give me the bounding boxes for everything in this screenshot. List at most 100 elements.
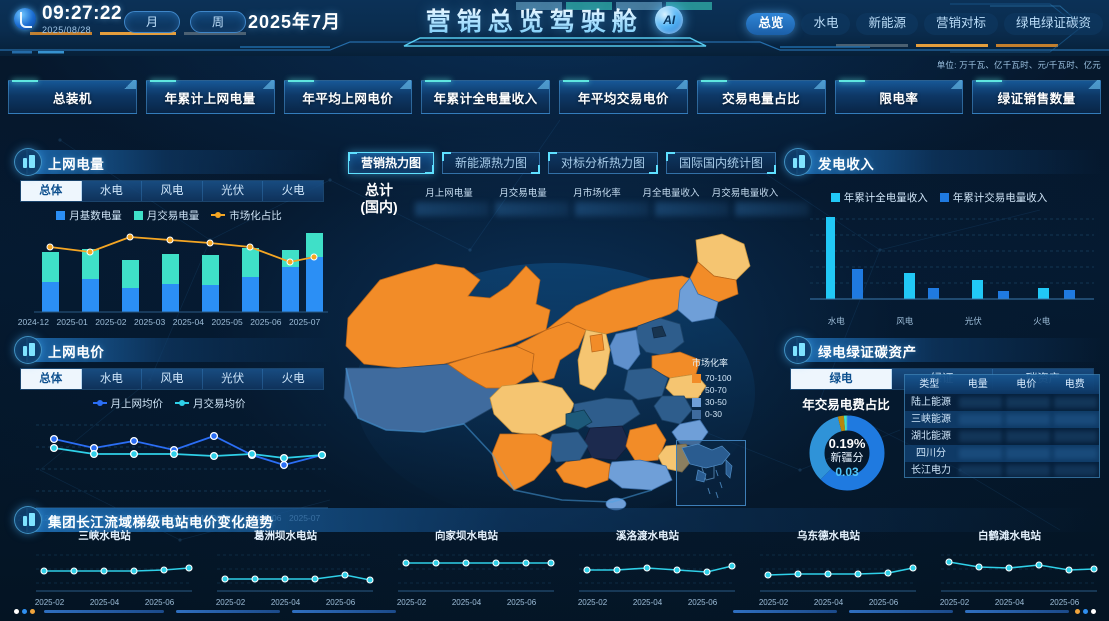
period-button-month[interactable]: 月 <box>124 11 180 33</box>
tab-price-thermal[interactable]: 火电 <box>263 369 323 389</box>
legend-label: 市场化占比 <box>229 210 282 222</box>
tab-volume-solar[interactable]: 光伏 <box>202 181 264 201</box>
nav-item-new-energy[interactable]: 新能源 <box>856 13 918 35</box>
legend-label: 0-30 <box>705 409 723 419</box>
nav-item-green-cert[interactable]: 绿电绿证碳资 <box>1003 13 1103 35</box>
map-tab-intl-domestic-stats[interactable]: 国际国内统计图 <box>666 152 777 174</box>
tab-price-overall[interactable]: 总体 <box>21 369 82 389</box>
row-label: 三峡能源 <box>911 414 951 425</box>
pager-track[interactable] <box>44 609 164 613</box>
bar-thermal-trade <box>1064 290 1075 299</box>
pager-track[interactable] <box>965 609 1069 613</box>
legend-entry-base-power: 月基数电量 <box>56 208 122 223</box>
power-volume-legend: 月基数电量 月交易电量 市场化占比 <box>6 208 332 223</box>
market-share-line <box>49 236 315 263</box>
pager-dot[interactable] <box>1083 608 1088 614</box>
axis-tick: 2024-12 <box>17 317 49 327</box>
china-choropleth-map[interactable] <box>340 218 780 518</box>
tab-volume-wind[interactable]: 风电 <box>142 181 203 201</box>
station-carousel-pager[interactable] <box>14 607 1099 615</box>
station-chart-baihetan <box>941 554 1098 592</box>
cell-blurred <box>1053 414 1097 425</box>
nav-item-overview[interactable]: 总览 <box>746 13 796 35</box>
ai-badge[interactable]: AI <box>655 6 684 34</box>
clock-date: 2025/08/28 <box>42 25 92 35</box>
panel-green-cert-carbon: 绿电绿证碳资产 绿电 绿证 碳资产 年交易电费占比 0.19% 新疆分 0.03 <box>776 336 1102 513</box>
grid-price-points <box>49 431 327 470</box>
tab-price-wind[interactable]: 风电 <box>142 369 203 389</box>
pager-dot[interactable] <box>1091 608 1096 614</box>
station-name: 向家坝水电站 <box>435 530 498 542</box>
donut-chart-title: 年交易电费占比 <box>802 398 890 412</box>
tab-price-hydro[interactable]: 水电 <box>81 369 143 389</box>
station-chart-gezhouba <box>217 554 374 592</box>
tab-price-solar[interactable]: 光伏 <box>202 369 264 389</box>
bar-wind-trade <box>928 288 939 299</box>
station-x-axis: 2025-02 2025-04 2025-06 <box>557 598 738 607</box>
trade-price-points <box>49 443 327 463</box>
station-card-sanxia: 三峡水电站 2025-02 2025-04 2025-06 <box>14 528 195 608</box>
map-tab-benchmark-heatmap[interactable]: 对标分析热力图 <box>548 152 659 174</box>
table-row[interactable]: 三峡能源 <box>905 411 1099 428</box>
south-china-sea-inset-map <box>676 440 746 506</box>
map-tab-group: 营销热力图 新能源热力图 对标分析热力图 国际国内统计图 <box>348 152 777 174</box>
kpi-label: 年平均交易电价 <box>577 91 669 106</box>
map-tab-new-energy-heatmap[interactable]: 新能源热力图 <box>442 152 541 174</box>
legend-entry-trade-power: 月交易电量 <box>133 208 199 223</box>
pager-dot[interactable] <box>1075 608 1080 614</box>
kpi-card-ytd-grid-power[interactable]: 年累计上网电量 <box>145 80 275 114</box>
kpi-card-trade-power-share[interactable]: 交易电量占比 <box>696 80 826 114</box>
cell-blurred <box>1006 465 1050 476</box>
station-name: 乌东德水电站 <box>797 530 860 542</box>
green-power-table[interactable]: 类型 电量 电价 电费 陆上能源 三峡能源 湖北能源 <box>904 374 1100 478</box>
tab-green-power[interactable]: 绿电 <box>791 369 892 389</box>
panel-cascade-stations: 集团长江流域梯级电站电价变化趋势 <box>6 506 1103 534</box>
nav-item-hydro[interactable]: 水电 <box>801 13 851 35</box>
pager-track[interactable] <box>176 609 280 613</box>
brand-logo-icon <box>14 8 36 30</box>
table-row[interactable]: 长江电力 <box>905 462 1099 477</box>
legend-line-marker <box>92 399 107 406</box>
axis-tick: 2025-06 <box>868 598 899 607</box>
kpi-card-avg-trade-price[interactable]: 年平均交易电价 <box>559 80 688 114</box>
pager-track[interactable] <box>849 609 953 613</box>
map-tab-marketing-heatmap[interactable]: 营销热力图 <box>348 152 435 174</box>
kpi-card-avg-grid-price[interactable]: 年平均上网电价 <box>283 80 413 114</box>
trade-price-line <box>53 447 323 459</box>
kpi-card-curtailment-rate[interactable]: 限电率 <box>834 80 964 114</box>
station-x-axis: 2025-02 2025-04 2025-06 <box>376 598 557 607</box>
axis-tick: 光伏 <box>964 316 982 326</box>
tab-volume-thermal[interactable]: 火电 <box>263 181 323 201</box>
tab-volume-hydro[interactable]: 水电 <box>81 181 143 201</box>
kpi-card-green-cert-sales[interactable]: 绿证销售数量 <box>972 80 1101 114</box>
table-row[interactable]: 四川分 <box>905 445 1099 462</box>
station-x-axis: 2025-02 2025-04 2025-06 <box>919 598 1100 607</box>
row-label: 长江电力 <box>911 465 951 476</box>
table-row[interactable]: 陆上能源 <box>905 394 1099 411</box>
bar-hydro-trade <box>852 269 863 299</box>
province-guizhou <box>545 431 589 463</box>
trade-fee-donut-chart[interactable] <box>806 412 888 494</box>
power-volume-tabs: 总体 水电 风电 光伏 火电 <box>20 180 324 202</box>
table-row[interactable]: 湖北能源 <box>905 428 1099 445</box>
stat-col-monthly-market-rate: 月市场化率 <box>573 188 621 199</box>
revenue-legend: 年累计全电量收入 年累计交易电量收入 <box>776 190 1102 205</box>
revenue-chart <box>810 217 1094 300</box>
kpi-card-ytd-total-revenue[interactable]: 年累计全电量收入 <box>421 80 550 114</box>
kpi-card-total-capacity[interactable]: 总装机 <box>8 80 137 114</box>
bar-solar-total <box>972 280 983 299</box>
axis-tick: 2025-04 <box>994 598 1025 607</box>
axis-tick: 风电 <box>896 316 914 326</box>
nav-item-benchmark[interactable]: 营销对标 <box>923 13 998 35</box>
pager-dot[interactable] <box>30 608 35 614</box>
stat-col-monthly-total-revenue: 月全电量收入 <box>642 188 700 199</box>
tab-volume-overall[interactable]: 总体 <box>21 181 82 201</box>
pager-dot[interactable] <box>22 608 27 614</box>
period-button-week[interactable]: 周 <box>190 11 246 33</box>
cell-blurred <box>959 465 1003 476</box>
pager-track[interactable] <box>733 609 837 613</box>
map-legend-title: 市场化率 <box>692 358 729 368</box>
pager-dot[interactable] <box>14 608 19 614</box>
pager-track[interactable] <box>292 609 396 613</box>
period-toggle-group: 月 周 <box>124 11 246 33</box>
